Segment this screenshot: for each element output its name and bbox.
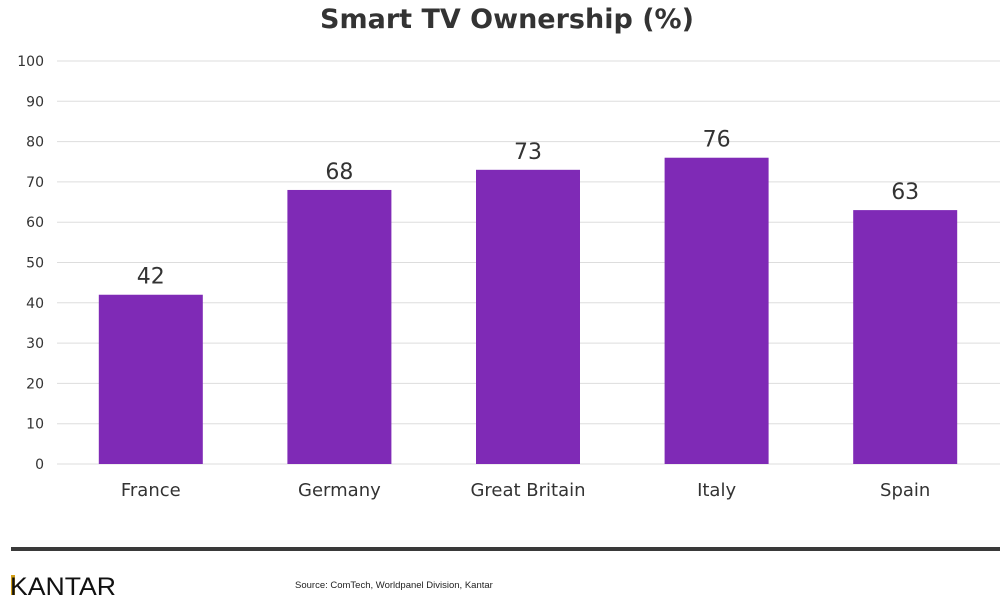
y-tick-label: 80 [26,135,44,151]
svg-text:KANTAR: KANTAR [10,574,116,598]
data-labels: 42 68 73 76 63 [137,128,919,290]
x-tick-label: Spain [880,480,930,501]
bar [287,189,392,464]
bar [476,169,580,464]
data-label: 73 [514,140,542,165]
data-label: 68 [325,160,353,185]
x-tick-label: Germany [298,480,381,501]
y-tick-label: 60 [26,215,44,231]
bar [98,294,203,464]
y-tick-label: 100 [17,54,44,70]
bar [853,210,958,464]
y-tick-label: 20 [26,376,44,392]
x-tick-label: Italy [697,480,736,501]
y-tick-label: 0 [35,457,44,473]
data-label: 63 [891,180,919,205]
data-label: 42 [137,265,165,290]
y-tick-label: 40 [26,296,44,312]
chart-title: Smart TV Ownership (%) [320,4,694,35]
source-note: Source: ComTech, Worldpanel Division, Ka… [295,580,493,591]
footer-divider [11,547,1000,551]
y-tick-label: 30 [26,336,44,352]
bars [98,157,958,464]
y-tick-label: 70 [26,175,44,191]
data-label: 76 [703,128,731,153]
y-tick-label: 50 [26,256,44,272]
x-tick-label: France [121,480,181,501]
y-tick-label: 10 [26,417,44,433]
y-tick-label: 90 [26,94,44,110]
x-axis-ticks: France Germany Great Britain Italy Spain [121,480,930,501]
y-axis-ticks: 0 10 20 30 40 50 60 70 80 90 100 [17,54,44,473]
bar [664,157,769,464]
bar-chart: 0 10 20 30 40 50 60 70 80 90 100 42 68 73 76 63 France… [17,54,1000,501]
x-tick-label: Great Britain [470,480,585,501]
kantar-logo: KANTAR [10,574,116,598]
